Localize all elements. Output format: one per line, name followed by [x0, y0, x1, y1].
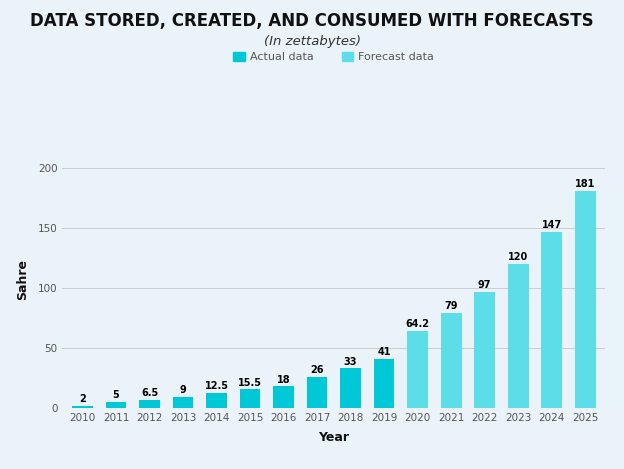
Bar	[72, 406, 93, 408]
Bar	[541, 232, 562, 408]
Bar	[206, 393, 227, 408]
Bar	[340, 369, 361, 408]
Text: 18: 18	[277, 375, 290, 385]
Text: 147: 147	[542, 220, 562, 230]
Text: 120: 120	[508, 252, 529, 262]
Text: 79: 79	[444, 302, 458, 311]
Text: 26: 26	[310, 365, 324, 375]
Text: 181: 181	[575, 179, 595, 189]
Bar	[105, 402, 127, 408]
Text: DATA STORED, CREATED, AND CONSUMED WITH FORECASTS: DATA STORED, CREATED, AND CONSUMED WITH …	[30, 12, 594, 30]
Text: (In zettabytes): (In zettabytes)	[263, 35, 361, 48]
Y-axis label: Sahre: Sahre	[16, 258, 29, 300]
Text: 64.2: 64.2	[406, 319, 429, 329]
Bar	[374, 359, 394, 408]
Bar	[575, 191, 595, 408]
Bar	[240, 389, 260, 408]
Bar	[508, 264, 529, 408]
Text: 12.5: 12.5	[205, 381, 228, 391]
Text: 41: 41	[378, 347, 391, 357]
Bar	[273, 386, 294, 408]
Text: 6.5: 6.5	[141, 388, 158, 399]
Text: 97: 97	[478, 280, 491, 290]
Bar	[474, 292, 495, 408]
Legend: Actual data, Forecast data: Actual data, Forecast data	[229, 47, 439, 67]
Bar	[307, 377, 328, 408]
Text: 9: 9	[180, 386, 187, 395]
Bar	[441, 313, 462, 408]
Text: 33: 33	[344, 356, 358, 367]
Text: 15.5: 15.5	[238, 378, 262, 388]
Bar	[407, 331, 428, 408]
Text: 5: 5	[113, 390, 119, 400]
X-axis label: Year: Year	[318, 431, 349, 444]
Text: 2: 2	[79, 394, 86, 404]
Bar	[173, 397, 193, 408]
Bar	[139, 400, 160, 408]
